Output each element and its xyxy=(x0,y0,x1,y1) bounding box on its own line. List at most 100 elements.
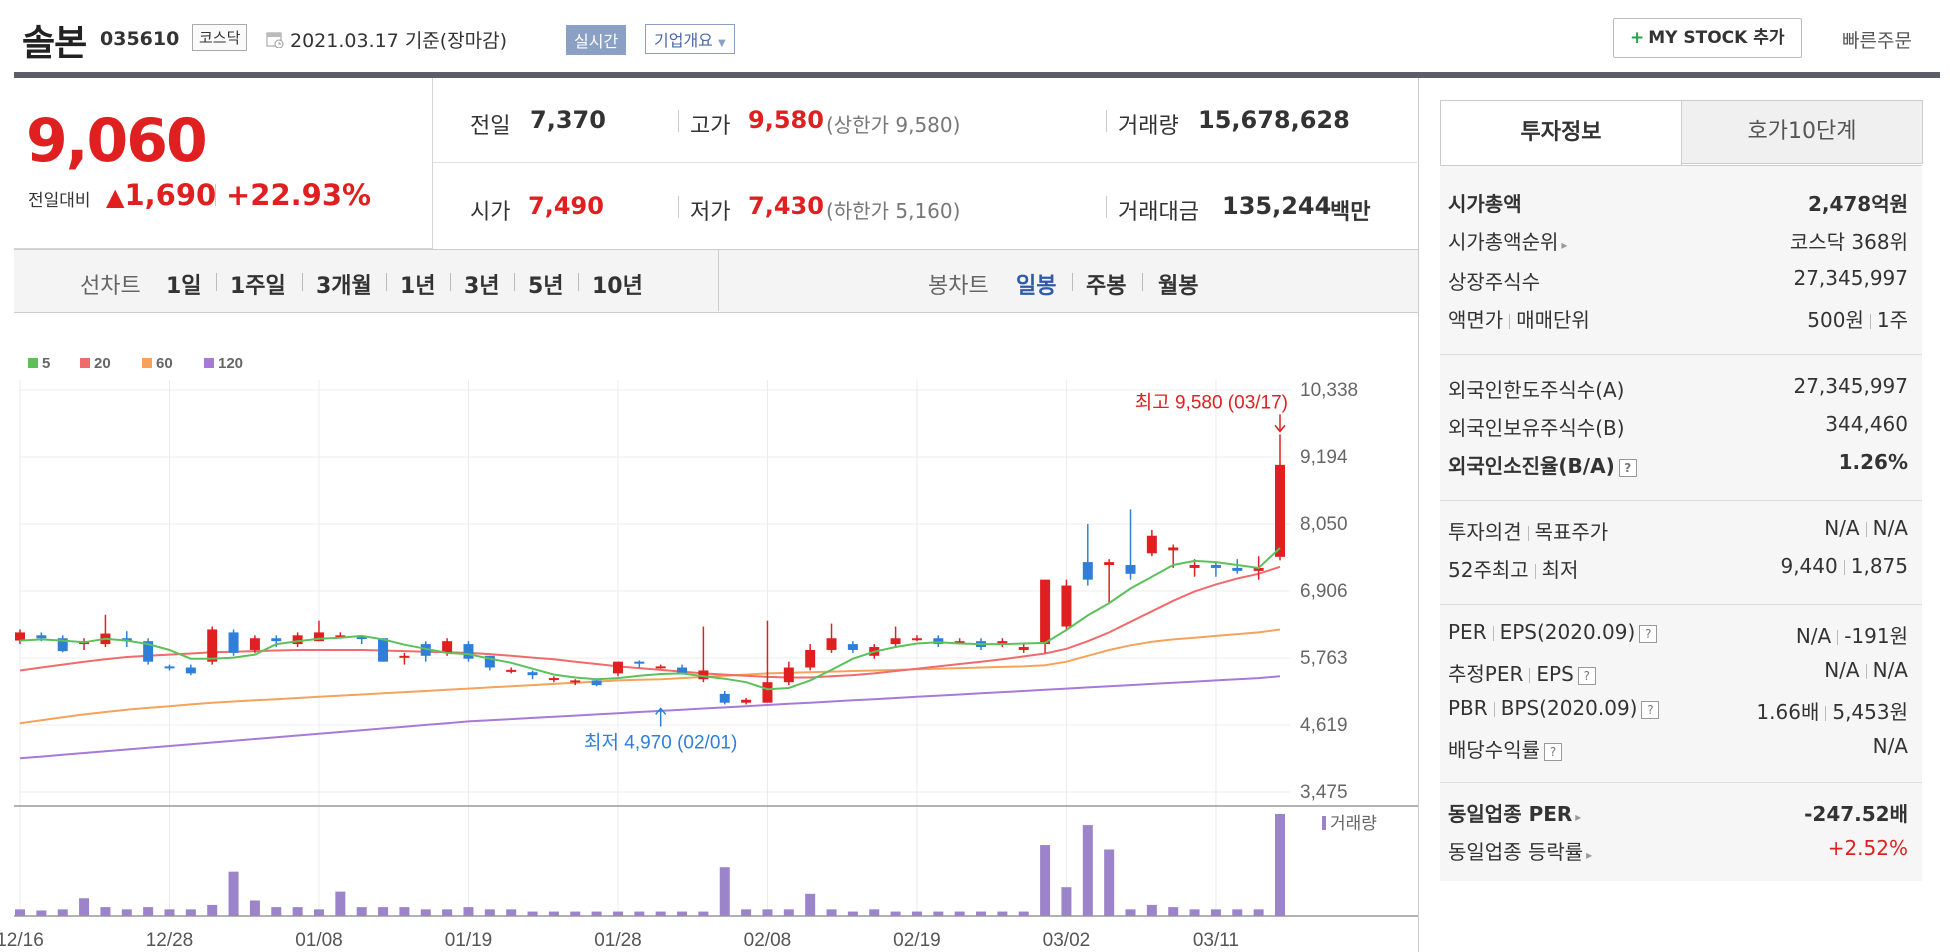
company-overview-dropdown[interactable]: 기업개요 ▼ xyxy=(645,24,735,54)
foreign-holding-value: 344,460 xyxy=(1825,412,1908,436)
row-market-cap-rank[interactable]: 시가총액순위 ▸ 코스닥 368위 xyxy=(1448,226,1908,262)
candle-body xyxy=(591,680,602,686)
volume-bar xyxy=(79,898,90,916)
volume-bar xyxy=(591,911,602,916)
period-1w[interactable]: 1주일 xyxy=(230,274,286,299)
row-foreign-holding: 외국인보유주식수(B) 344,460 xyxy=(1448,412,1908,448)
ma60-line xyxy=(19,628,1281,725)
separator xyxy=(1843,560,1845,575)
opinion-label: 투자의견 xyxy=(1448,520,1522,544)
upper-limit: (상한가 9,580) xyxy=(826,113,961,137)
separator xyxy=(215,184,216,206)
period-10y[interactable]: 10년 xyxy=(592,274,643,299)
candle-body xyxy=(36,635,47,639)
help-icon[interactable]: ? xyxy=(1618,458,1637,477)
volume-bar xyxy=(719,867,730,916)
line-chart-label[interactable]: 선차트 xyxy=(80,274,141,299)
pbr-value-wrap: 1.66배 5,453원 xyxy=(1756,696,1908,725)
add-mystock-button[interactable]: + MY STOCK 추가 xyxy=(1613,18,1802,58)
x-tick-label: 01/08 xyxy=(295,930,343,951)
est-per-label: 추정PER xyxy=(1448,662,1524,686)
volume-bar xyxy=(762,909,773,916)
y-tick-label: 3,475 xyxy=(1300,782,1348,803)
quick-order-button[interactable]: 빠른주문 xyxy=(1842,26,1912,53)
candle-body xyxy=(1232,567,1243,571)
volume-bar xyxy=(826,909,837,916)
candle-body xyxy=(719,693,730,703)
period-5y[interactable]: 5년 xyxy=(528,274,564,299)
low-arrow-head xyxy=(655,707,667,715)
header-divider xyxy=(14,72,1940,78)
period-3y[interactable]: 3년 xyxy=(464,274,500,299)
x-tick-label: 02/08 xyxy=(744,930,792,951)
separator xyxy=(1142,273,1143,291)
volume-bar xyxy=(57,909,68,916)
bps-value: 5,453원 xyxy=(1832,700,1908,724)
x-tick-label: 02/19 xyxy=(893,930,941,951)
legend-swatch xyxy=(142,358,152,368)
help-icon[interactable]: ? xyxy=(1544,742,1562,761)
pbr-label-wrap: PBR BPS(2020.09)? xyxy=(1448,696,1660,720)
par-value-wrap: 500원 1주 xyxy=(1807,304,1908,333)
separator xyxy=(1493,702,1495,717)
quick-order-label: 빠른주문 xyxy=(1842,30,1912,52)
change-rate: +22.93% xyxy=(226,178,372,212)
per-value-wrap: N/A -191원 xyxy=(1796,620,1908,649)
volume-bar xyxy=(1018,911,1029,916)
prev-close-value: 7,370 xyxy=(530,106,606,134)
volume-bar xyxy=(997,911,1008,916)
volume-bar xyxy=(335,891,346,916)
52week-high-label: 52주최고 xyxy=(1448,558,1529,582)
volume-bar xyxy=(143,907,154,916)
volume-bar xyxy=(463,907,474,916)
listed-shares-label: 상장주식수 xyxy=(1448,270,1540,294)
separator xyxy=(1106,196,1107,218)
candle-body xyxy=(1146,535,1157,554)
candle-weekly[interactable]: 주봉 xyxy=(1086,274,1127,299)
row-foreign-exhaustion: 외국인소진율(B/A)? 1.26% xyxy=(1448,450,1908,486)
chart-toolbar xyxy=(14,249,1418,313)
dividend-label-wrap: 배당수익률? xyxy=(1448,734,1562,763)
candle-body xyxy=(185,667,196,674)
volume-bar xyxy=(1210,909,1221,916)
separator xyxy=(1529,668,1531,683)
sector-change-label-wrap: 동일업종 등락률 ▸ xyxy=(1448,836,1592,865)
low-label: 저가 xyxy=(690,200,731,225)
volume-bar xyxy=(1104,849,1115,916)
low-annotation: 최저 4,970 (02/01) xyxy=(584,731,737,753)
candle-body xyxy=(1125,565,1136,574)
volume-bar xyxy=(249,900,260,916)
volume-bar xyxy=(976,911,987,916)
dividend-value: N/A xyxy=(1872,734,1908,758)
prev-close-label: 전일 xyxy=(470,114,511,139)
caret-right-icon: ▸ xyxy=(1586,848,1593,862)
volume-bar xyxy=(185,909,196,916)
candle-chart-label[interactable]: 봉차트 xyxy=(928,274,989,299)
separator xyxy=(386,273,387,291)
row-sector-per[interactable]: 동일업종 PER ▸ -247.52배 xyxy=(1448,798,1908,834)
realtime-button[interactable]: 실시간 xyxy=(566,25,627,55)
tab-invest-info[interactable]: 투자정보 xyxy=(1440,100,1682,165)
help-icon[interactable]: ? xyxy=(1577,666,1596,685)
row-sector-change[interactable]: 동일업종 등락률 ▸ +2.52% xyxy=(1448,836,1908,872)
period-1y[interactable]: 1년 xyxy=(400,274,436,299)
market-cap-rank-label: 시가총액순위 xyxy=(1448,230,1559,254)
pbr-label: PBR xyxy=(1448,696,1488,720)
help-icon[interactable]: ? xyxy=(1639,624,1658,643)
candle-monthly[interactable]: 월봉 xyxy=(1158,274,1199,299)
invest-info-panel xyxy=(1440,165,1922,881)
chevron-down-icon: ▼ xyxy=(717,38,726,49)
trade-unit-value: 1주 xyxy=(1876,308,1908,332)
volume-bar xyxy=(1168,907,1179,916)
separator xyxy=(678,110,679,132)
price-change: ▲1,690 xyxy=(106,178,216,212)
period-3m[interactable]: 3개월 xyxy=(316,274,372,299)
volume-label: 거래량 xyxy=(1118,114,1179,139)
help-icon[interactable]: ? xyxy=(1641,700,1660,719)
period-1d[interactable]: 1일 xyxy=(166,274,202,299)
high-arrow-head xyxy=(1274,424,1286,433)
candle-daily[interactable]: 일봉 xyxy=(1016,274,1057,299)
volume-bar xyxy=(634,911,645,916)
tab-order-book[interactable]: 호가10단계 xyxy=(1681,100,1923,164)
calendar-icon xyxy=(266,32,284,48)
